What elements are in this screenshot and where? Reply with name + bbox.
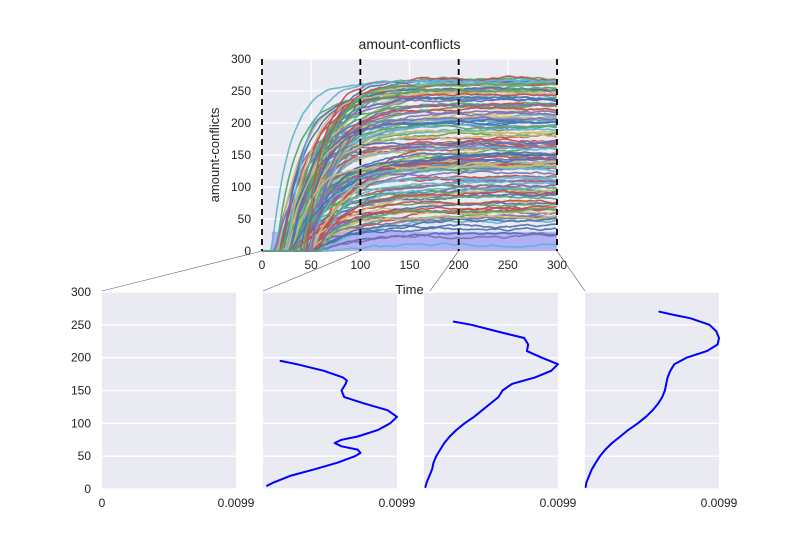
zoom-connectors	[101, 250, 586, 292]
main-series-line	[262, 89, 558, 252]
snapshot-y-tick-label: 50	[78, 449, 92, 463]
main-vlines	[261, 59, 558, 251]
main-series-line	[262, 156, 558, 252]
snapshot-panel-200: 0.0099	[424, 291, 577, 510]
zoom-connector-line	[556, 250, 586, 292]
main-series-line	[262, 206, 558, 252]
main-x-tick-label: 150	[399, 258, 419, 272]
main-y-tick-label: 150	[231, 148, 251, 162]
main-series-line	[262, 86, 558, 252]
main-y-axis-label: amount-conflicts	[207, 107, 222, 202]
main-series-line	[262, 110, 558, 252]
snapshot-panel-100: 0.0099	[263, 291, 416, 510]
main-ticks: 0 50 100 150 200 250 300 0 50 100 150 200 250 300	[231, 52, 567, 272]
main-x-tick-label: 200	[449, 258, 469, 272]
main-y-tick-label: 250	[231, 84, 251, 98]
main-x-tick-label: 250	[498, 258, 518, 272]
main-series-line	[262, 151, 558, 252]
main-series-line	[262, 78, 558, 252]
snapshot-density-curve	[424, 320, 559, 488]
main-title: amount-conflicts	[359, 36, 461, 52]
zoom-connector-line	[429, 250, 459, 292]
main-y-tick-label: 50	[238, 212, 252, 226]
main-series-line	[262, 117, 557, 252]
main-x-tick-label: 100	[350, 258, 370, 272]
snapshot-x-tick-label: 0.0099	[701, 496, 738, 510]
main-series-group	[262, 75, 558, 252]
snapshot-panel-0: 0 50 100 150 200 250 300 0 0.0099	[71, 285, 255, 510]
snapshot-panels: 0 50 100 150 200 250 300 0 0.0099 0.0099 0.0099 0.0…	[71, 285, 738, 510]
snapshot-y-tick-label: 150	[71, 384, 91, 398]
snapshot-panel-300: 0.0099	[584, 291, 738, 510]
main-y-tick-label: 200	[231, 116, 251, 130]
main-chart: 0 50 100 150 200 250 300 0 50 100 150 200 250 300 amo…	[207, 36, 567, 297]
main-x-tick-label: 0	[259, 258, 266, 272]
main-series-line	[262, 123, 558, 252]
snapshot-y-tick-label: 300	[71, 285, 91, 299]
main-series-line	[262, 164, 558, 252]
main-x-tick-label: 50	[304, 258, 318, 272]
main-series-line	[262, 146, 558, 252]
main-series-line	[262, 95, 558, 252]
snapshot-x-tick-label: 0.0099	[379, 496, 416, 510]
main-x-tick-label: 300	[547, 258, 567, 272]
zoom-connector-line	[101, 250, 263, 292]
main-series-line	[262, 115, 558, 252]
main-series-line	[262, 110, 558, 252]
main-y-tick-label: 0	[244, 244, 251, 258]
snapshot-y-tick-label: 0	[84, 482, 91, 496]
snapshot-density-curve	[584, 310, 720, 488]
main-series-line	[262, 102, 558, 252]
snapshot-x-tick-label: 0.0099	[540, 496, 577, 510]
snapshot-y-tick-label: 100	[71, 416, 91, 430]
main-series-line	[262, 123, 558, 252]
main-x-axis-label: Time	[395, 282, 423, 297]
snapshot-density-curve	[266, 359, 398, 487]
main-y-tick-label: 300	[231, 52, 251, 66]
main-y-tick-label: 100	[231, 180, 251, 194]
zoom-connector-line	[262, 250, 361, 292]
snapshot-y-tick-label: 200	[71, 351, 91, 365]
snapshot-x-tick-label: 0	[99, 496, 106, 510]
snapshot-y-tick-label: 250	[71, 318, 91, 332]
snapshot-x-tick-label: 0.0099	[218, 496, 255, 510]
main-series-line	[262, 199, 558, 252]
main-series-line	[262, 82, 558, 252]
